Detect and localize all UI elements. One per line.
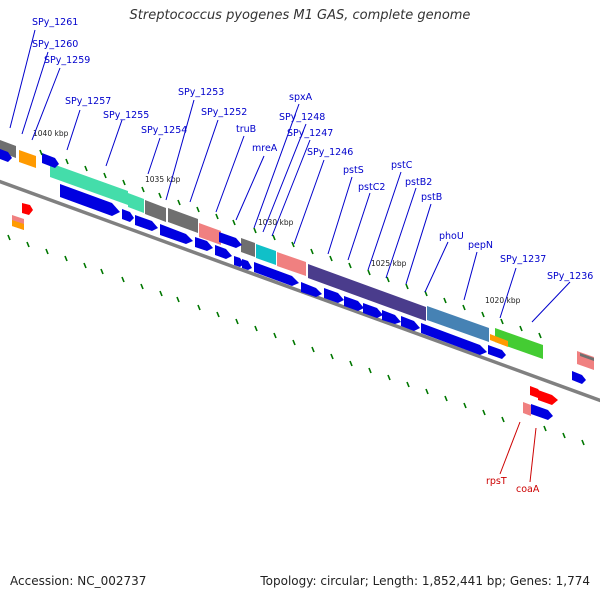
genome-info-text: Topology: circular; Length: 1,852,441 bp…: [260, 574, 590, 588]
tick-marks: [7, 149, 585, 446]
gene-label-pstc[interactable]: pstC: [391, 160, 413, 171]
feature-gray-mrea[interactable]: [241, 238, 255, 257]
gene-label-spy1253[interactable]: SPy_1253: [178, 87, 224, 98]
tick-label-1025: 1025 kbp: [371, 259, 407, 268]
rna-label-coaa[interactable]: coaA: [516, 484, 540, 495]
tick-label-1020: 1020 kbp: [485, 296, 521, 305]
gene-label-pstb2[interactable]: pstB2: [405, 177, 432, 188]
feature-orange-left[interactable]: [19, 150, 36, 168]
cds-arrow[interactable]: [242, 259, 252, 270]
cds-arrow[interactable]: [195, 237, 213, 251]
feature-pink-trub[interactable]: [199, 223, 221, 245]
feature-pink-1247[interactable]: [277, 252, 306, 276]
tick-label-1040: 1040 kbp: [33, 129, 69, 138]
cds-arrow[interactable]: [122, 209, 134, 222]
gene-label-spy1260[interactable]: SPy_1260: [32, 39, 78, 50]
genome-backbone: [0, 179, 600, 403]
feature-green-1237[interactable]: [495, 328, 543, 359]
accession-text: Accession: NC_002737: [10, 574, 147, 588]
cds-track: [0, 149, 586, 384]
rna-feature-left-orange[interactable]: [12, 220, 24, 230]
cds-lower-right[interactable]: [531, 404, 553, 420]
tick-label-1035: 1035 kbp: [145, 175, 181, 184]
feature-gray-1254[interactable]: [145, 200, 166, 222]
gene-label-phou[interactable]: phoU: [439, 231, 464, 242]
rna-leader-rpst: [499, 421, 521, 475]
gene-label-trub[interactable]: truB: [236, 124, 256, 135]
cds-arrow[interactable]: [160, 224, 193, 244]
cds-arrow[interactable]: [572, 371, 586, 384]
gene-label-pstc2[interactable]: pstC2: [358, 182, 385, 193]
gene-label-spy1254[interactable]: SPy_1254: [141, 125, 187, 136]
feature-cyan-spxa[interactable]: [256, 244, 276, 265]
rna-feature-coaa[interactable]: [538, 390, 558, 405]
cds-arrow[interactable]: [135, 215, 158, 231]
cds-arrow[interactable]: [219, 232, 242, 248]
feature-green-1257[interactable]: [50, 163, 128, 205]
rna-track: [12, 203, 558, 420]
gene-label-spy1252[interactable]: SPy_1252: [201, 107, 247, 118]
gene-label-pstb[interactable]: pstB: [421, 192, 442, 203]
cds-arrow[interactable]: [401, 316, 420, 331]
rna-labels: rpsT coaA: [486, 421, 540, 495]
gene-label-spy1248[interactable]: SPy_1248: [279, 112, 325, 123]
cds-arrow[interactable]: [382, 310, 401, 324]
feature-green-1255[interactable]: [128, 193, 144, 213]
rna-feature-left[interactable]: [22, 203, 33, 215]
gene-label-spy1246[interactable]: SPy_1246: [307, 147, 353, 158]
label-leaders: [9, 29, 571, 323]
gene-labels: SPy_1261 SPy_1260 SPy_1259 SPy_1257 SPy_…: [32, 17, 593, 282]
feature-pink-right[interactable]: [577, 351, 594, 370]
gene-label-spy1259[interactable]: SPy_1259: [44, 55, 90, 66]
cds-arrow[interactable]: [363, 303, 383, 318]
feature-steelblue-phou[interactable]: [427, 306, 489, 342]
feature-gray-right[interactable]: [580, 353, 594, 361]
cds-arrow[interactable]: [0, 149, 12, 162]
gene-label-spy1236[interactable]: SPy_1236: [547, 271, 593, 282]
rna-label-rpst[interactable]: rpsT: [486, 476, 507, 487]
gene-label-spy1255[interactable]: SPy_1255: [103, 110, 149, 121]
cds-arrow[interactable]: [60, 184, 120, 216]
cds-arrow[interactable]: [344, 296, 364, 311]
function-track: [0, 140, 594, 370]
genome-title: Streptococcus pyogenes M1 GAS, complete …: [129, 8, 471, 23]
cds-arrow[interactable]: [234, 256, 244, 267]
rna-leader-coaa: [529, 427, 537, 483]
gene-label-spy1257[interactable]: SPy_1257: [65, 96, 111, 107]
gene-label-pepn[interactable]: pepN: [468, 240, 493, 251]
feature-gray-1252[interactable]: [168, 208, 198, 233]
feature-purple-pst[interactable]: [308, 264, 426, 321]
kbp-labels: 1040 kbp 1035 kbp 1030 kbp 1025 kbp 1020…: [33, 129, 521, 305]
cds-arrow[interactable]: [42, 153, 59, 168]
feature-orange-1237[interactable]: [490, 334, 508, 347]
gene-label-spy1247[interactable]: SPy_1247: [287, 128, 333, 139]
cds-arrow[interactable]: [488, 345, 506, 359]
gene-label-spy1237[interactable]: SPy_1237: [500, 254, 546, 265]
rna-feature-pink-small[interactable]: [523, 402, 531, 416]
gene-label-mrea[interactable]: mreA: [252, 143, 278, 154]
cds-arrow[interactable]: [301, 282, 322, 297]
cds-arrow[interactable]: [324, 288, 344, 303]
gene-label-spy1261[interactable]: SPy_1261: [32, 17, 78, 28]
cds-arrow[interactable]: [421, 323, 487, 355]
cds-arrow[interactable]: [254, 262, 299, 286]
cds-arrow[interactable]: [215, 245, 232, 259]
gene-label-spxa[interactable]: spxA: [289, 92, 313, 103]
tick-label-1030: 1030 kbp: [258, 218, 294, 227]
gene-label-psts[interactable]: pstS: [343, 165, 364, 176]
